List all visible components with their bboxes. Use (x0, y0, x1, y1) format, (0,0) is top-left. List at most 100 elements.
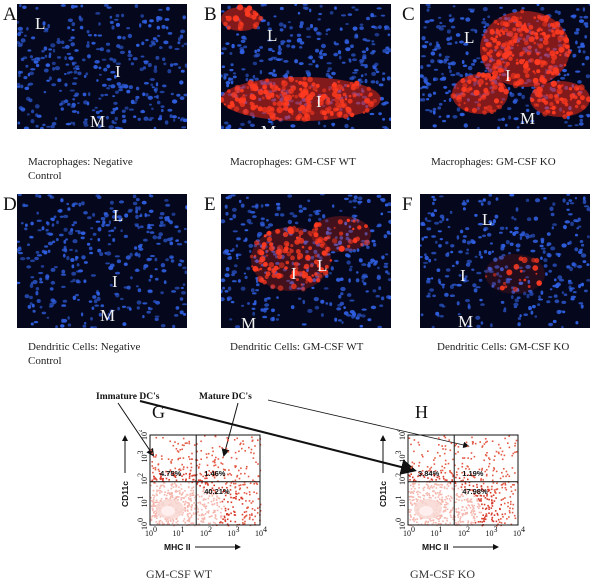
micrograph-b: L I M (221, 4, 391, 129)
caption-e: Dendritic Cells: GM-CSF WT (230, 341, 364, 353)
panel-label-a: A (3, 4, 17, 25)
quadrant-lr-percent: 40.21% (204, 487, 230, 496)
caption-d-line2: Control (28, 355, 62, 367)
quadrant-ul-percent: 3.84% (418, 469, 440, 478)
tissue-label-e-i: I (291, 264, 297, 283)
plot-label-g: G (152, 402, 165, 422)
caption-a: Macrophages: Negative Control (28, 155, 133, 183)
flow-plot-g: 4.75% 1.46% 40.21% 10 0 10 1 10 2 10 3 10 4 10 0 10 1 10 2… (100, 430, 270, 565)
x-tick-label: 10 (458, 529, 466, 538)
micrograph-a: L I M (17, 4, 187, 129)
panel-label-e: E (204, 194, 216, 215)
y-tick-label: 10 (140, 432, 149, 440)
x-tick-label: 10 (200, 529, 208, 538)
x-tick-label: 10 (431, 529, 439, 538)
y-tick-label: 10 (140, 455, 149, 463)
tissue-label-a-m: M (90, 112, 106, 129)
tissue-label-e-m: M (241, 314, 257, 328)
x-tick-exponent: 2 (466, 525, 470, 534)
y-tick-label: 10 (398, 432, 407, 440)
tissue-label-c-l: L (464, 28, 475, 47)
panel-label-b: B (204, 4, 217, 25)
x-tick-label: 10 (228, 529, 236, 538)
tissue-label-b-i: I (316, 92, 322, 111)
subtitle-h: GM-CSF KO (410, 567, 476, 581)
x-tick-exponent: 4 (263, 525, 267, 534)
micrograph-e-image (221, 194, 391, 328)
tissue-label-f-m: M (458, 312, 474, 328)
flow-plot-h-svg: 3.84% 1.19%47.98%10 0 10 1 10 2 10 3 10 4100101102… (378, 430, 525, 552)
y-tick-exponent: 2 (394, 473, 403, 477)
x-axis-label: MHC II (164, 542, 190, 552)
x-tick-exponent: 0 (153, 525, 157, 534)
y-tick-exponent: 0 (136, 518, 145, 522)
micrograph-a-image (17, 4, 187, 129)
x-tick-exponent: 3 (494, 525, 498, 534)
micrograph-f-image (420, 194, 590, 328)
subtitle-g: GM-CSF WT (146, 567, 213, 581)
gate-label-mature: Mature DC's (199, 392, 252, 402)
x-tick-label: 10 (513, 529, 521, 538)
x-tick-label: 10 (486, 529, 494, 538)
quadrant-ul-percent: 4.75% (160, 469, 182, 478)
x-tick-label: 10 (255, 529, 263, 538)
caption-f: Dendritic Cells: GM-CSF KO (437, 341, 570, 353)
quadrant-lr-percent: 47.98% (462, 487, 488, 496)
y-axis-label: CD11c (378, 481, 388, 507)
y-tick-exponent: 0 (394, 518, 403, 522)
x-tick-label: 10 (403, 529, 411, 538)
y-tick-exponent: 3 (136, 451, 145, 455)
tissue-label-a-l: L (35, 14, 46, 33)
y-tick-exponent: 2 (136, 473, 145, 477)
micrograph-c: L I M (420, 4, 590, 129)
flow-plot-g-svg: 4.75% 1.46%40.21%10 0 10 1 10 2 10 3 10 4100101102… (120, 430, 267, 552)
y-tick-label: 10 (140, 522, 149, 530)
tissue-label-a-i: I (115, 62, 121, 81)
x-tick-exponent: 0 (411, 525, 415, 534)
y-tick-exponent: 1 (136, 496, 145, 500)
tissue-label-d-m: M (100, 306, 116, 325)
x-tick-exponent: 2 (208, 525, 212, 534)
micrograph-e: L I M (221, 194, 391, 328)
y-tick-label: 10 (398, 522, 407, 530)
y-tick-label: 10 (140, 477, 149, 485)
caption-d: Dendritic Cells: Negative Control (28, 340, 140, 368)
panel-label-c: C (402, 4, 415, 25)
panel-label-f: F (402, 194, 413, 215)
caption-d-line1: Dendritic Cells: Negative (28, 341, 141, 353)
y-tick-label: 10 (140, 500, 149, 508)
panel-label-d: D (3, 194, 17, 215)
y-tick-label: 10 (398, 500, 407, 508)
micrograph-b-image (221, 4, 391, 129)
tissue-label-d-i: I (112, 272, 118, 291)
gate-label-immature: Immature DC's (96, 392, 160, 402)
tissue-label-e-l: L (317, 256, 328, 275)
tissue-label-c-m: M (520, 109, 536, 128)
x-axis-label: MHC II (422, 542, 448, 552)
y-tick-exponent: 4 (394, 430, 403, 432)
x-tick-exponent: 1 (439, 525, 443, 534)
flow-plot-h: 3.84% 1.19% 47.98% 10 0 10 1 10 2 10 3 10 4 10 0 10 1 10 2… (358, 430, 528, 565)
micrograph-d-image (17, 194, 187, 328)
x-tick-label: 10 (145, 529, 153, 538)
tissue-label-f-l: L (482, 210, 493, 229)
y-axis-label: CD11c (120, 481, 130, 507)
x-tick-exponent: 1 (181, 525, 185, 534)
caption-a-line2: Control (28, 170, 62, 182)
plot-label-h: H (415, 402, 428, 422)
quadrant-ur-percent: 1.46% (204, 469, 226, 478)
tissue-label-c-i: I (505, 66, 511, 85)
tissue-label-b-l: L (267, 26, 278, 45)
caption-c: Macrophages: GM-CSF KO (431, 156, 556, 168)
y-tick-exponent: 4 (136, 430, 145, 432)
x-tick-label: 10 (173, 529, 181, 538)
x-tick-exponent: 4 (521, 525, 525, 534)
y-tick-exponent: 1 (394, 496, 403, 500)
tissue-label-d-l: L (113, 206, 124, 225)
caption-b: Macrophages: GM-CSF WT (230, 156, 356, 168)
caption-a-line1: Macrophages: Negative (28, 156, 133, 168)
tissue-label-f-i: I (460, 266, 466, 285)
y-tick-label: 10 (398, 477, 407, 485)
tissue-label-b-m: M (261, 122, 276, 129)
